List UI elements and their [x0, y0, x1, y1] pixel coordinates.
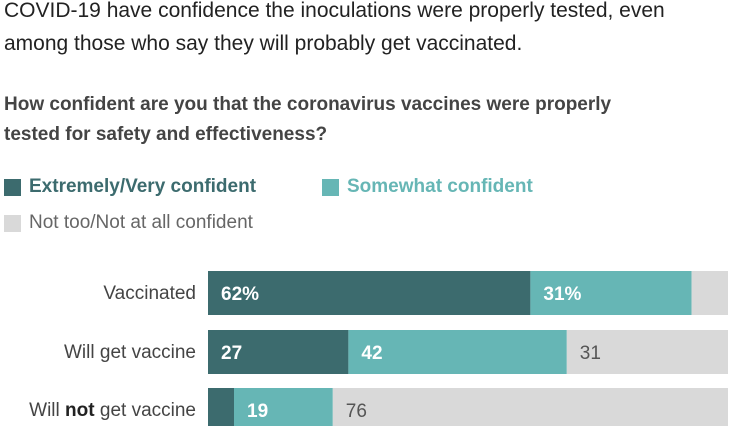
legend-label-somewhat: Somewhat confident	[347, 176, 533, 197]
legend-not-too: Not too/Not at all confident	[4, 212, 253, 234]
bar-segment	[208, 388, 234, 426]
bar-segment	[530, 271, 692, 315]
legend-extremely-very: Extremely/Very confident	[4, 176, 256, 198]
legend-label-extremely-very: Extremely/Very confident	[29, 176, 257, 197]
legend-swatch-somewhat	[322, 178, 339, 196]
intro-line: among those who say they will probably g…	[4, 32, 523, 55]
bar-value-label: 42	[361, 343, 382, 364]
row-label-will-get-vaccine: Will get vaccine	[64, 342, 196, 363]
legend-swatch-extremely-very	[4, 178, 21, 196]
bar-value-label: 76	[346, 401, 367, 422]
intro-text: COVID-19 have confidence the inoculation…	[4, 0, 744, 60]
bar-value-label: 62%	[221, 284, 259, 305]
bar-value-label: 31	[580, 343, 601, 364]
intro-line: COVID-19 have confidence the inoculation…	[4, 0, 665, 22]
legend-swatch-not-too	[4, 214, 21, 232]
row-label-will-not-get-vaccine: Will not get vaccine	[29, 400, 196, 421]
bar-value-label: 31%	[543, 284, 581, 305]
chart-question: How confident are you that the coronavir…	[4, 90, 744, 150]
legend-label-not-too: Not too/Not at all confident	[29, 212, 253, 233]
bar-value-label: 19	[247, 401, 268, 422]
bar-segment	[208, 271, 531, 315]
question-line: How confident are you that the coronavir…	[4, 94, 612, 115]
bar-segment	[348, 330, 567, 374]
legend-somewhat: Somewhat confident	[322, 176, 533, 198]
bar-segment	[332, 388, 728, 426]
bar-segment	[566, 330, 728, 374]
question-line: tested for safety and effectiveness?	[4, 124, 328, 145]
bar-segment	[208, 330, 349, 374]
bar-segment	[234, 388, 333, 426]
row-label-vaccinated: Vaccinated	[103, 283, 196, 304]
bar-segment	[691, 271, 728, 315]
bar-value-label: 27	[221, 343, 242, 364]
